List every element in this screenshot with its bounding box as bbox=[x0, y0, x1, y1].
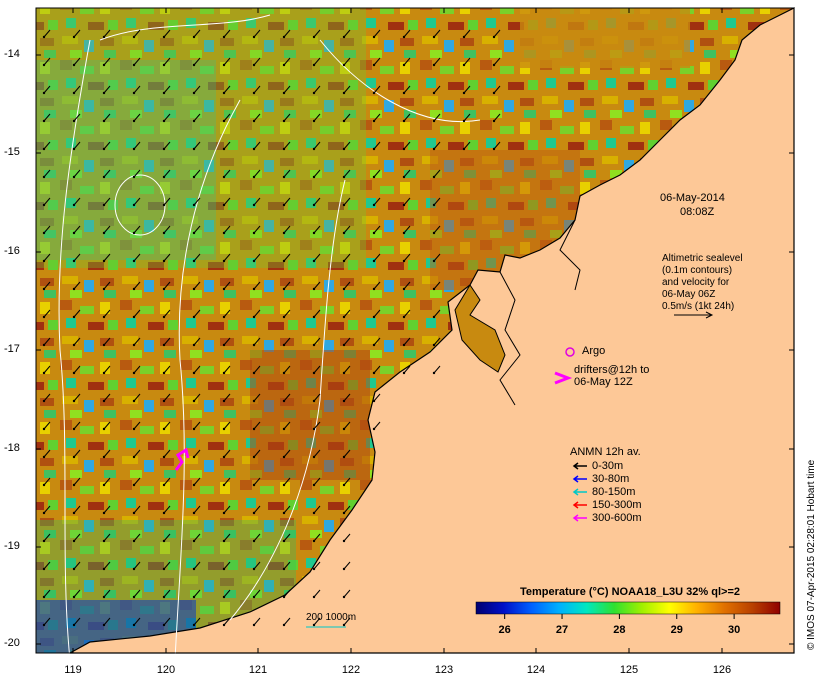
colorbar-tick-label: 27 bbox=[555, 624, 569, 636]
colorbar-tick-label: 26 bbox=[498, 624, 511, 636]
lon-label: 121 bbox=[248, 664, 268, 676]
altimetry-note-3: and velocity for bbox=[662, 277, 730, 288]
lat-label: -16 bbox=[4, 245, 20, 257]
altimetry-note-4: 06-May 06Z bbox=[662, 289, 716, 300]
coastline-inlet bbox=[499, 271, 521, 406]
drifter-track bbox=[174, 447, 190, 471]
legend-arrow-icon bbox=[572, 514, 587, 522]
lon-label: 119 bbox=[64, 664, 82, 676]
colorbar-title: Temperature (°C) NOAA18_L3U 32% ql>=2 bbox=[520, 586, 740, 598]
lat-label: -19 bbox=[4, 540, 20, 552]
lon-label: 126 bbox=[712, 664, 732, 676]
legend-arrow-icon bbox=[572, 488, 587, 496]
axis-ticks bbox=[36, 8, 794, 653]
legend-label: 300-600m bbox=[592, 512, 642, 524]
lon-label: 120 bbox=[156, 664, 176, 676]
lon-label: 122 bbox=[341, 664, 361, 676]
sealevel-contours bbox=[58, 14, 481, 661]
legend-label: 80-150m bbox=[592, 486, 636, 498]
australia-land bbox=[69, 7, 795, 654]
lat-label: -20 bbox=[4, 637, 20, 649]
scale-arrow bbox=[674, 311, 714, 319]
drifters-label-1: drifters@12h to bbox=[574, 364, 650, 376]
legend-label: 0-30m bbox=[592, 460, 624, 472]
lat-label: -18 bbox=[4, 442, 20, 454]
depth-contour-label: 200 1000m bbox=[306, 612, 357, 623]
offshore-band bbox=[520, 8, 690, 68]
colorbar-ticks bbox=[504, 614, 735, 619]
legend-title: ANMN 12h av. bbox=[570, 446, 641, 458]
map-frame bbox=[35, 7, 795, 654]
lat-label: -15 bbox=[4, 146, 20, 158]
lon-label: 125 bbox=[619, 664, 639, 676]
lon-label: 123 bbox=[434, 664, 454, 676]
altimetry-note-2: (0.1m contours) bbox=[662, 265, 733, 276]
argo-label: Argo bbox=[582, 345, 606, 357]
argo-marker bbox=[565, 347, 575, 357]
legend-label: 150-300m bbox=[592, 499, 642, 511]
legend-arrow-icon bbox=[572, 462, 587, 470]
altimetry-note-5: 0.5m/s (1kt 24h) bbox=[662, 301, 735, 312]
legend-item: 80-150m bbox=[572, 486, 635, 500]
legend-item: 300-600m bbox=[572, 512, 642, 526]
colorbar bbox=[475, 601, 781, 615]
king-sound-water bbox=[454, 284, 506, 373]
altimetry-note-1: Altimetric sealevel bbox=[662, 253, 743, 264]
legend-item: 150-300m bbox=[572, 499, 642, 513]
coastline-inlet bbox=[559, 219, 581, 291]
date-label: 06-May-2014 bbox=[660, 192, 725, 204]
colorbar-tick-label: 30 bbox=[727, 624, 741, 636]
lon-label: 124 bbox=[526, 664, 546, 676]
lat-label: -17 bbox=[4, 343, 20, 355]
legend-label: 30-80m bbox=[592, 473, 630, 485]
credit-text: © IMOS 07-Apr-2015 02:28:01 Hobart time bbox=[806, 459, 817, 650]
legend-arrow-icon bbox=[572, 501, 587, 509]
velocity-vectors bbox=[42, 29, 501, 627]
colorbar-tick-label: 28 bbox=[613, 624, 626, 636]
drifter-legend-marker bbox=[554, 371, 573, 385]
legend-arrow-icon bbox=[572, 475, 587, 483]
legend-item: 0-30m bbox=[572, 460, 623, 474]
colorbar-tick-label: 29 bbox=[670, 624, 683, 636]
time-label: 08:08Z bbox=[680, 206, 715, 218]
legend-item: 30-80m bbox=[572, 473, 629, 487]
drifters-label-2: 06-May 12Z bbox=[574, 376, 633, 388]
lat-label: -14 bbox=[4, 48, 20, 60]
